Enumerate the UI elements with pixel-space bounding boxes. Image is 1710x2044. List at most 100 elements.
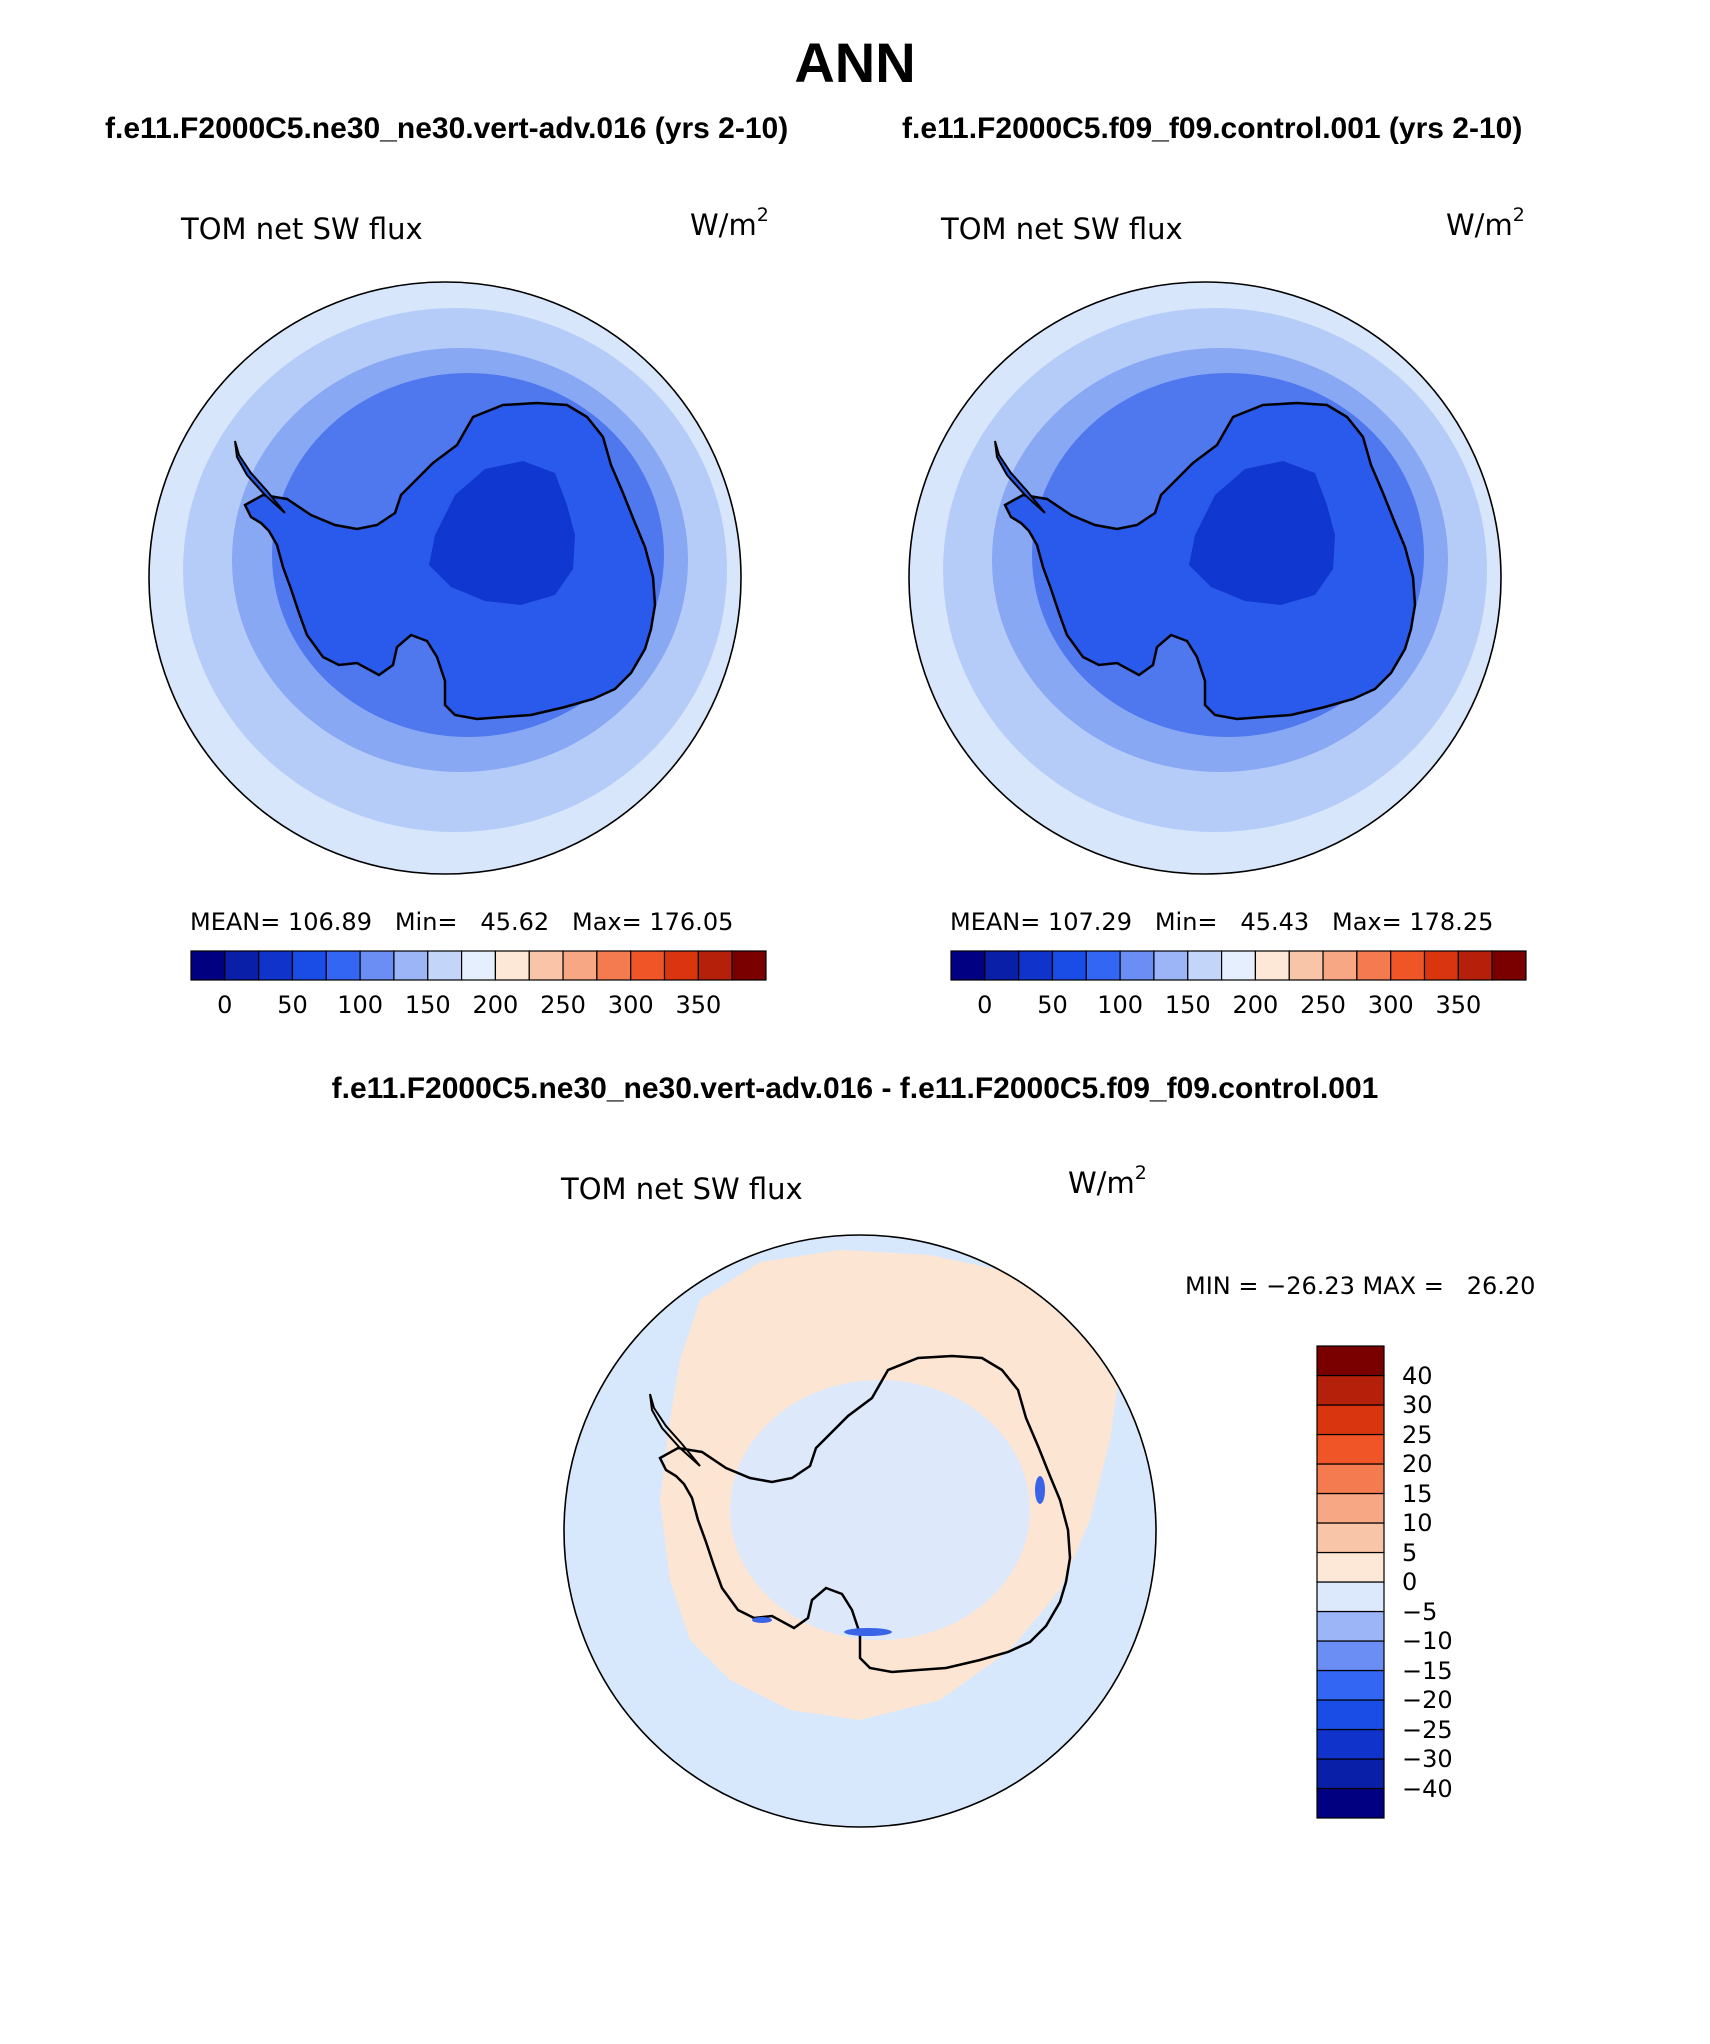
colorbar-tick-label: 200: [472, 991, 519, 1019]
colorbar-tick-label: 250: [1300, 991, 1346, 1019]
colorbar-tick-label: −30: [1402, 1745, 1453, 1773]
left-units-label: W/m2: [690, 204, 769, 242]
colorbar-swatch: [1316, 1610, 1385, 1642]
left-polar-map: [149, 282, 741, 874]
diff-negative-spot: [1035, 1476, 1045, 1504]
colorbar-swatch: [494, 950, 530, 981]
colorbar-swatch: [1051, 950, 1087, 981]
colorbar-tick-label: 0: [977, 991, 993, 1019]
colorbar-swatch: [1153, 950, 1189, 981]
colorbar-tick-label: 0: [1402, 1568, 1418, 1596]
colorbar-tick-label: −20: [1402, 1686, 1453, 1714]
left-map-border: [148, 281, 742, 875]
colorbar-swatch: [359, 950, 395, 981]
diff-variable-label: TOM net SW flux: [561, 1172, 803, 1206]
page-title: ANN: [794, 31, 916, 94]
right-colorbar: [950, 950, 1527, 981]
colorbar-tick-label: 150: [404, 991, 451, 1019]
colorbar-tick-label: −40: [1402, 1774, 1453, 1803]
colorbar-swatch: [325, 950, 361, 981]
colorbar-tick-label: 100: [337, 991, 384, 1019]
colorbar-tick-label: 50: [1037, 991, 1068, 1019]
colorbar-swatch: [1316, 1551, 1385, 1583]
colorbar-swatch: [1220, 950, 1257, 981]
colorbar-swatch: [697, 950, 733, 981]
colorbar-swatch: [1316, 1492, 1385, 1524]
diff-stats: MIN = −26.23 MAX = 26.20: [1185, 1272, 1536, 1300]
left-variable-label: TOM net SW flux: [181, 212, 423, 246]
colorbar-swatch: [1316, 1345, 1385, 1377]
colorbar-tick-label: 350: [1435, 991, 1482, 1019]
colorbar-tick-label: −5: [1402, 1597, 1438, 1626]
colorbar-swatch: [224, 950, 260, 981]
colorbar-swatch: [1316, 1728, 1385, 1760]
colorbar-tick-label: 5: [1402, 1538, 1418, 1567]
colorbar-tick-label: 200: [1232, 991, 1279, 1019]
diff-map-border: [563, 1234, 1157, 1828]
colorbar-swatch: [1316, 1374, 1385, 1406]
colorbar-swatch: [1316, 1699, 1385, 1731]
colorbar-tick-label: 0: [217, 991, 233, 1019]
colorbar-swatch: [1254, 950, 1290, 981]
colorbar-swatch: [1316, 1787, 1385, 1819]
colorbar-swatch: [460, 950, 497, 981]
right-polar-map: [909, 282, 1501, 874]
colorbar-swatch: [1085, 950, 1121, 981]
colorbar-swatch: [1316, 1463, 1385, 1495]
left-stats: MEAN= 106.89 Min= 45.62 Max= 176.05: [190, 908, 734, 936]
right-variable-label: TOM net SW flux: [941, 212, 1183, 246]
left-colorbar: [190, 950, 767, 981]
colorbar-tick-label: 150: [1164, 991, 1211, 1019]
colorbar-swatch: [427, 950, 463, 981]
colorbar-swatch: [562, 950, 598, 981]
colorbar-swatch: [1288, 950, 1324, 981]
colorbar-swatch: [731, 950, 767, 981]
colorbar-tick-label: 20: [1402, 1450, 1433, 1478]
diff-units-label: W/m2: [1068, 1162, 1147, 1200]
colorbar-swatch: [1316, 1669, 1385, 1701]
colorbar-tick-label: 40: [1402, 1361, 1433, 1390]
right-case-title: f.e11.F2000C5.f09_f09.control.001 (yrs 2…: [902, 112, 1523, 145]
colorbar-tick-label: 30: [1402, 1391, 1433, 1419]
colorbar-swatch: [1316, 1522, 1385, 1554]
left-case-title: f.e11.F2000C5.ne30_ne30.vert-adv.016 (yr…: [105, 112, 789, 145]
difference-polar-map: [564, 1235, 1156, 1827]
colorbar-swatch: [1316, 1640, 1385, 1672]
colorbar-swatch: [1322, 950, 1358, 981]
colorbar-swatch: [596, 950, 632, 981]
colorbar-tick-label: 10: [1402, 1509, 1433, 1537]
colorbar-tick-label: −25: [1402, 1715, 1453, 1744]
colorbar-swatch: [950, 950, 986, 981]
diff-negative-spot: [752, 1617, 772, 1623]
colorbar-swatch: [291, 950, 327, 981]
colorbar-swatch: [1316, 1404, 1385, 1436]
colorbar-swatch: [1187, 950, 1223, 981]
colorbar-swatch: [190, 950, 226, 981]
colorbar-swatch: [528, 950, 564, 981]
colorbar-swatch: [630, 950, 666, 981]
colorbar-swatch: [393, 950, 429, 981]
colorbar-swatch: [1316, 1758, 1385, 1790]
colorbar-swatch: [258, 950, 294, 981]
colorbar-swatch: [984, 950, 1020, 981]
colorbar-swatch: [1423, 950, 1459, 981]
colorbar-swatch: [1356, 950, 1392, 981]
colorbar-tick-label: 250: [540, 991, 586, 1019]
colorbar-swatch: [1018, 950, 1054, 981]
colorbar-swatch: [1457, 950, 1493, 981]
colorbar-swatch: [1390, 950, 1426, 981]
colorbar-tick-label: 350: [675, 991, 722, 1019]
colorbar-swatch: [1316, 1433, 1385, 1465]
colorbar-tick-label: 15: [1402, 1479, 1433, 1508]
diff-interior: [730, 1380, 1030, 1640]
colorbar-swatch: [1316, 1581, 1385, 1613]
diff-colorbar: [1316, 1345, 1385, 1819]
right-stats: MEAN= 107.29 Min= 45.43 Max= 178.25: [950, 908, 1494, 936]
colorbar-tick-label: 100: [1097, 991, 1144, 1019]
colorbar-swatch: [1119, 950, 1155, 981]
colorbar-tick-label: 300: [1367, 991, 1414, 1019]
diff-negative-spot: [844, 1628, 892, 1636]
colorbar-tick-label: 50: [277, 991, 308, 1019]
right-units-label: W/m2: [1446, 204, 1525, 242]
